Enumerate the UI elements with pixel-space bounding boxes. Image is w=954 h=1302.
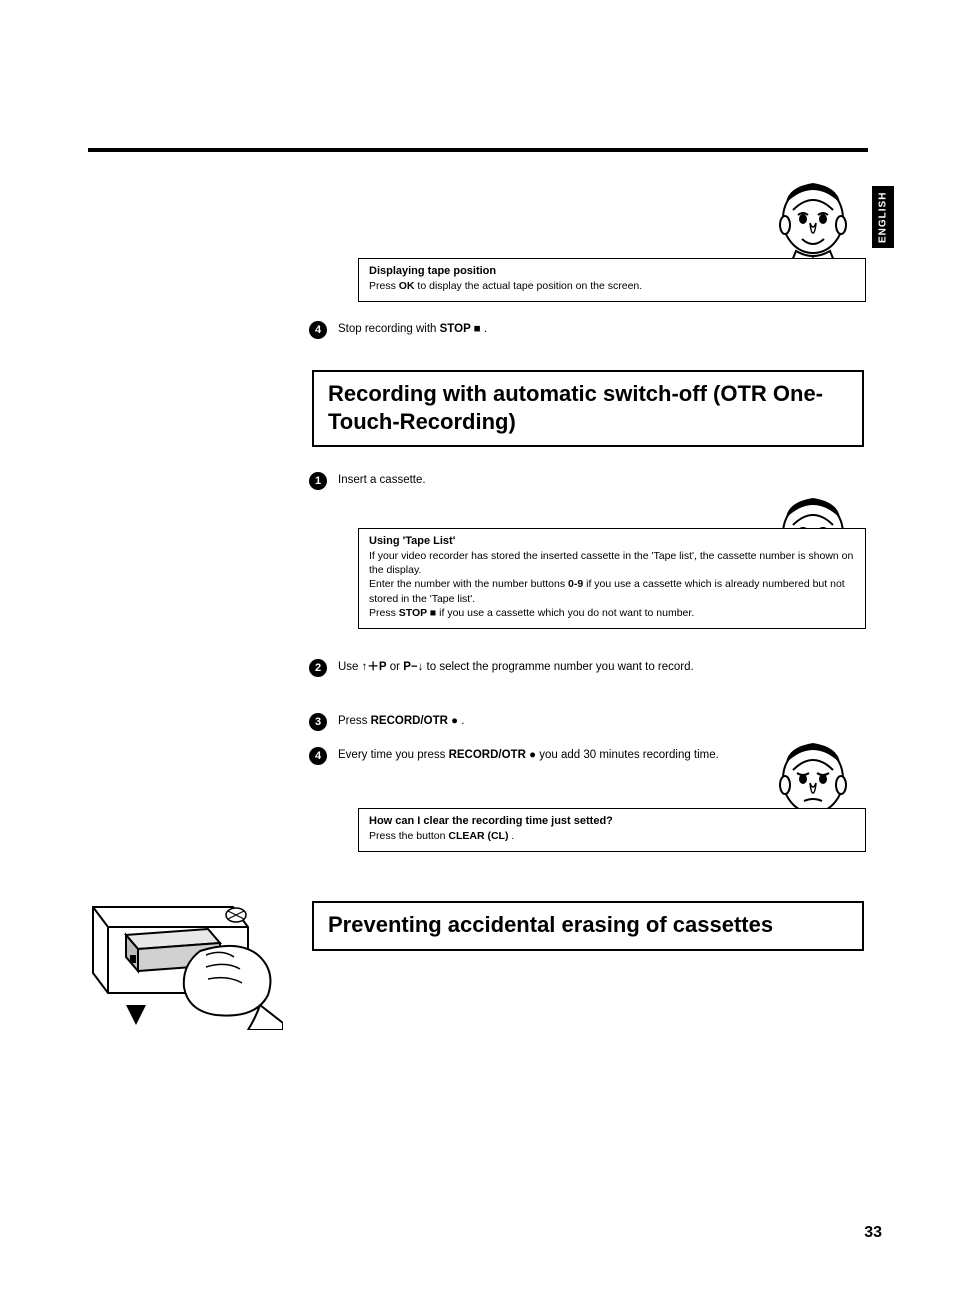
manual-page: ENGLISH Displaying tape position Press O… <box>0 0 954 1302</box>
text: Stop recording with <box>338 323 440 335</box>
step-number-icon: 2 <box>309 659 327 677</box>
record-icon: ● <box>529 749 536 761</box>
record-icon: ● <box>451 715 458 727</box>
section-heading-otr: Recording with automatic switch-off (OTR… <box>312 370 864 447</box>
text: or <box>387 661 404 673</box>
text: If your video recorder has stored the in… <box>369 549 855 577</box>
step-4-add-time: 4 Every time you press RECORD/OTR ● you … <box>310 747 860 764</box>
tip-box-tape-position: Displaying tape position Press OK to dis… <box>358 258 866 302</box>
tip-body: Press OK to display the actual tape posi… <box>369 279 855 293</box>
step-3-record: 3 Press RECORD/OTR ● . <box>310 713 860 730</box>
step-number-icon: 4 <box>309 747 327 765</box>
stop-button-label: STOP ■ <box>399 607 436 619</box>
tip-box-tape-list: Using 'Tape List' If your video recorder… <box>358 528 866 629</box>
text: if you use a cassette which you do not w… <box>436 607 694 619</box>
section-title: Recording with automatic switch-off (OTR… <box>328 380 848 435</box>
step-text: Stop recording with STOP ■ . <box>338 321 860 338</box>
step-4-stop: 4 Stop recording with STOP ■ . <box>310 321 860 338</box>
text: Press <box>369 607 399 619</box>
step-number-icon: 1 <box>309 472 327 490</box>
text: you add 30 minutes recording time. <box>536 749 719 761</box>
text: . <box>481 323 487 335</box>
section-title: Preventing accidental erasing of cassett… <box>328 911 848 939</box>
stop-button-label: STOP ■ <box>440 323 481 335</box>
step-text: Use ↑＋P or P−↓ to select the programme n… <box>338 659 860 676</box>
tip-title: Using 'Tape List' <box>369 535 855 547</box>
ok-button-label: OK <box>399 280 415 292</box>
tip-title: How can I clear the recording time just … <box>369 815 855 827</box>
number-buttons-label: 0-9 <box>568 578 583 590</box>
section-heading-erase: Preventing accidental erasing of cassett… <box>312 901 864 951</box>
step-text: Every time you press RECORD/OTR ● you ad… <box>338 747 758 764</box>
step-text: Press RECORD/OTR ● . <box>338 713 860 730</box>
cassette-insert-illustration <box>88 895 283 1030</box>
text: . <box>508 830 514 842</box>
text: . <box>458 715 464 727</box>
text: Enter the number with the number buttons <box>369 578 568 590</box>
step-text: Insert a cassette. <box>338 472 860 489</box>
top-rule <box>88 148 868 152</box>
text: Press <box>369 280 399 292</box>
tip-body: Press the button CLEAR (CL) . <box>369 829 855 843</box>
clear-button-label: CLEAR (CL) <box>448 830 508 842</box>
p-plus-button-label: ↑＋P <box>362 661 387 673</box>
tip-body: If your video recorder has stored the in… <box>369 549 855 620</box>
language-tab: ENGLISH <box>872 186 894 248</box>
tip-box-clear: How can I clear the recording time just … <box>358 808 866 852</box>
text: Press <box>338 715 371 727</box>
p-minus-button-label: P−↓ <box>403 661 423 673</box>
step-number-icon: 3 <box>309 713 327 731</box>
text: to select the programme number you want … <box>423 661 693 673</box>
tip-title: Displaying tape position <box>369 265 855 277</box>
step-2-select: 2 Use ↑＋P or P−↓ to select the programme… <box>310 659 860 676</box>
text: Use <box>338 661 362 673</box>
page-number: 33 <box>864 1224 882 1242</box>
record-otr-button-label: RECORD/OTR ● <box>449 749 536 761</box>
step-1-insert: 1 Insert a cassette. <box>310 472 860 489</box>
step-number-icon: 4 <box>309 321 327 339</box>
stop-icon: ■ <box>474 323 481 335</box>
text: Press the button <box>369 830 448 842</box>
text: to display the actual tape position on t… <box>415 280 643 292</box>
record-otr-button-label: RECORD/OTR ● <box>371 715 458 727</box>
text: Every time you press <box>338 749 449 761</box>
